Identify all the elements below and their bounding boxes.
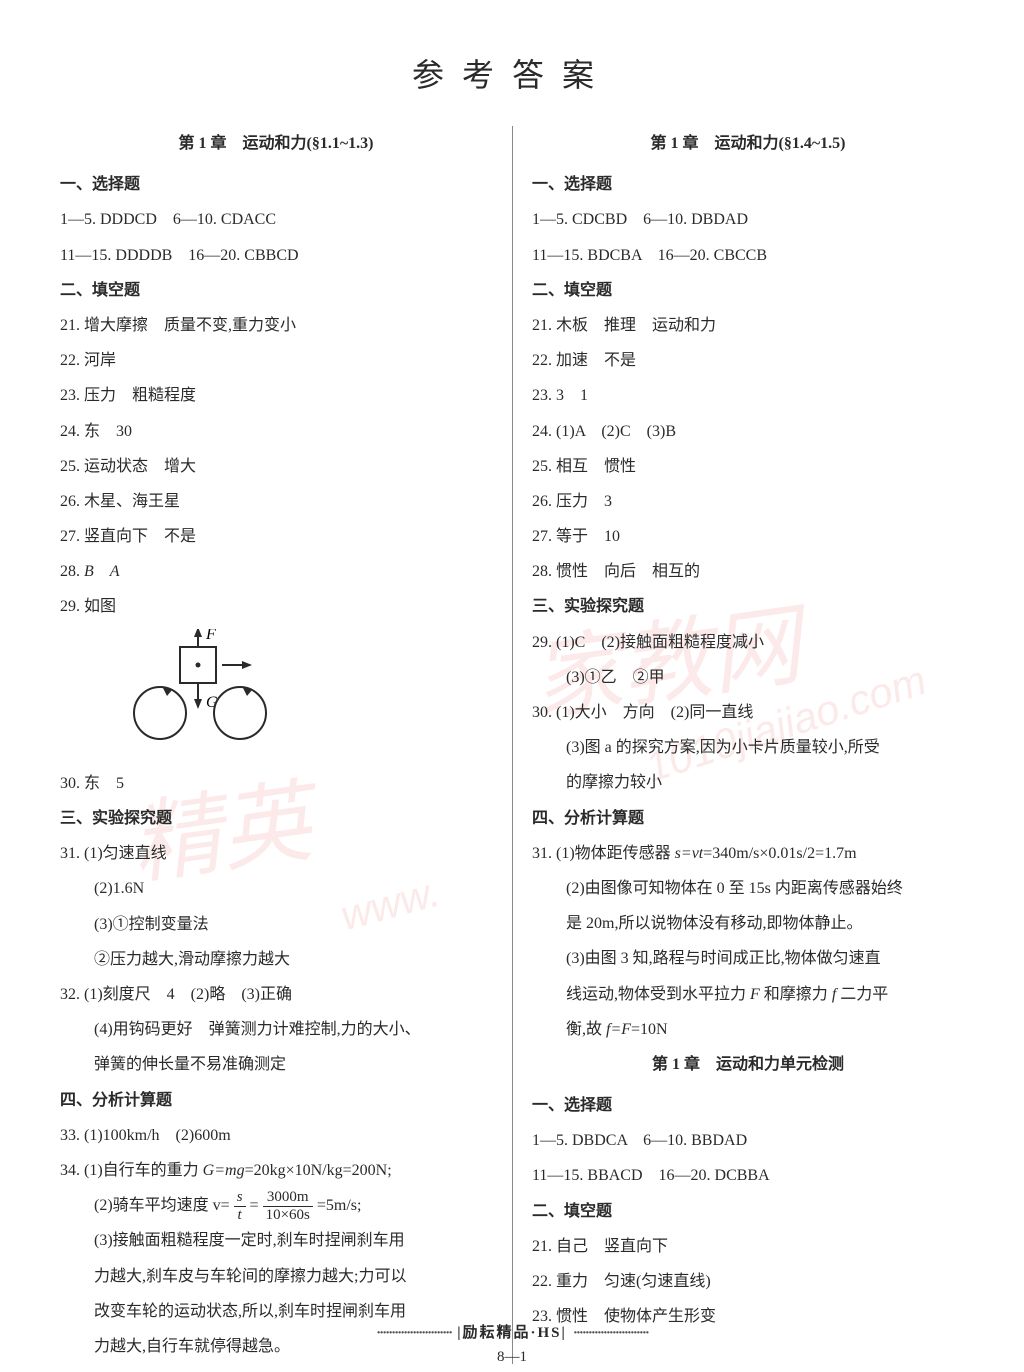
answer-line: 29. (1)C (2)接触面粗糙程度减小 [532,625,964,660]
diagram-figure: F G [120,629,300,749]
answer-line: 弹簧的伸长量不易准确测定 [60,1047,492,1082]
answer-line: 30. 东 5 [60,766,492,801]
left-column: 第 1 章 运动和力(§1.1~1.3) 一、选择题 1—5. DDDCD 6—… [60,126,512,1364]
section-heading: 二、填空题 [532,273,964,308]
answer-line: 的摩擦力较小 [532,765,964,800]
answer-line: (2)1.6N [60,871,492,906]
answer-line: 28. B A [60,554,492,589]
answer-line: 21. 木板 推理 运动和力 [532,308,964,343]
answer-line: 25. 运动状态 增大 [60,449,492,484]
answer-line: 21. 自己 竖直向下 [532,1229,964,1264]
answer-line: 27. 等于 10 [532,519,964,554]
page-number: 8—1 [0,1349,1024,1366]
chapter-heading: 第 1 章 运动和力(§1.1~1.3) [60,126,492,161]
footer-brand: |励耘精品·HS| [370,1325,654,1341]
answer-line: 1—5. DDDCD 6—10. CDACC [60,202,492,237]
chapter-heading: 第 1 章 运动和力(§1.4~1.5) [532,126,964,161]
answer-line: (3)接触面粗糙程度一定时,刹车时捏闸刹车用 [60,1223,492,1258]
answer-line: 22. 河岸 [60,343,492,378]
answer-line: 31. (1)匀速直线 [60,836,492,871]
answer-line: 33. (1)100km/h (2)600m [60,1118,492,1153]
answer-line: 24. 东 30 [60,414,492,449]
fraction: st [234,1189,246,1223]
answer-line: 11—15. DDDDB 16—20. CBBCD [60,238,492,273]
answer-line: (3)①乙 ②甲 [532,660,964,695]
page-title: 参考答案 [60,50,964,96]
answer-line: 28. 惯性 向后 相互的 [532,554,964,589]
chapter-heading: 第 1 章 运动和力单元检测 [532,1047,964,1082]
answer-line: 是 20m,所以说物体没有移动,即物体静止。 [532,906,964,941]
fraction: 3000m10×60s [263,1189,313,1223]
section-heading: 一、选择题 [60,167,492,202]
section-heading: 一、选择题 [532,167,964,202]
answer-line: 11—15. BBACD 16—20. DCBBA [532,1158,964,1193]
column-divider [512,126,513,1364]
answer-line: (3)由图 3 知,路程与时间成正比,物体做匀速直 [532,941,964,976]
answer-line: 32. (1)刻度尺 4 (2)略 (3)正确 [60,977,492,1012]
answer-line: (2)骑车平均速度 v= st = 3000m10×60s =5m/s; [60,1188,492,1223]
answer-line: (4)用钩码更好 弹簧测力计难控制,力的大小、 [60,1012,492,1047]
answer-line: 衡,故 f=F=10N [532,1012,964,1047]
svg-text:F: F [205,629,216,643]
answer-line: ②压力越大,滑动摩擦力越大 [60,942,492,977]
section-heading: 三、实验探究题 [60,801,492,836]
answer-line: 1—5. DBDCA 6—10. BBDAD [532,1123,964,1158]
answer-line: (3)图 a 的探究方案,因为小卡片质量较小,所受 [532,730,964,765]
section-heading: 一、选择题 [532,1088,964,1123]
answer-line: (2)由图像可知物体在 0 至 15s 内距离传感器始终 [532,871,964,906]
section-heading: 二、填空题 [532,1194,964,1229]
answer-line: 26. 压力 3 [532,484,964,519]
right-column: 第 1 章 运动和力(§1.4~1.5) 一、选择题 1—5. CDCBD 6—… [512,126,964,1364]
answer-line: 线运动,物体受到水平拉力 F 和摩擦力 f 二力平 [532,977,964,1012]
answer-line: (3)①控制变量法 [60,907,492,942]
section-heading: 四、分析计算题 [60,1083,492,1118]
content-columns: 第 1 章 运动和力(§1.1~1.3) 一、选择题 1—5. DDDCD 6—… [60,126,964,1364]
answer-line: 30. (1)大小 方向 (2)同一直线 [532,695,964,730]
answer-line: 26. 木星、海王星 [60,484,492,519]
footer-tag: |励耘精品·HS| [0,1321,1024,1342]
answer-line: 27. 竖直向下 不是 [60,519,492,554]
text: =5m/s; [317,1197,362,1214]
answer-line: 29. 如图 [60,589,492,624]
answer-line: 1—5. CDCBD 6—10. DBDAD [532,202,964,237]
answer-line: 11—15. BDCBA 16—20. CBCCB [532,238,964,273]
answer-line: 力越大,刹车皮与车轮间的摩擦力越大;力可以 [60,1259,492,1294]
answer-line: 24. (1)A (2)C (3)B [532,414,964,449]
answer-line: 23. 压力 粗糙程度 [60,378,492,413]
answer-line: 22. 重力 匀速(匀速直线) [532,1264,964,1299]
answer-line: 34. (1)自行车的重力 G=mg=20kg×10N/kg=200N; [60,1153,492,1188]
text: (2)骑车平均速度 v= [94,1197,230,1214]
answer-line: 23. 3 1 [532,378,964,413]
answer-line: 25. 相互 惯性 [532,449,964,484]
answer-line: 21. 增大摩擦 质量不变,重力变小 [60,308,492,343]
answer-line: 31. (1)物体距传感器 s=vt=340m/s×0.01s/2=1.7m [532,836,964,871]
text: = [250,1197,259,1214]
section-heading: 三、实验探究题 [532,589,964,624]
section-heading: 二、填空题 [60,273,492,308]
section-heading: 四、分析计算题 [532,801,964,836]
answer-line: 22. 加速 不是 [532,343,964,378]
